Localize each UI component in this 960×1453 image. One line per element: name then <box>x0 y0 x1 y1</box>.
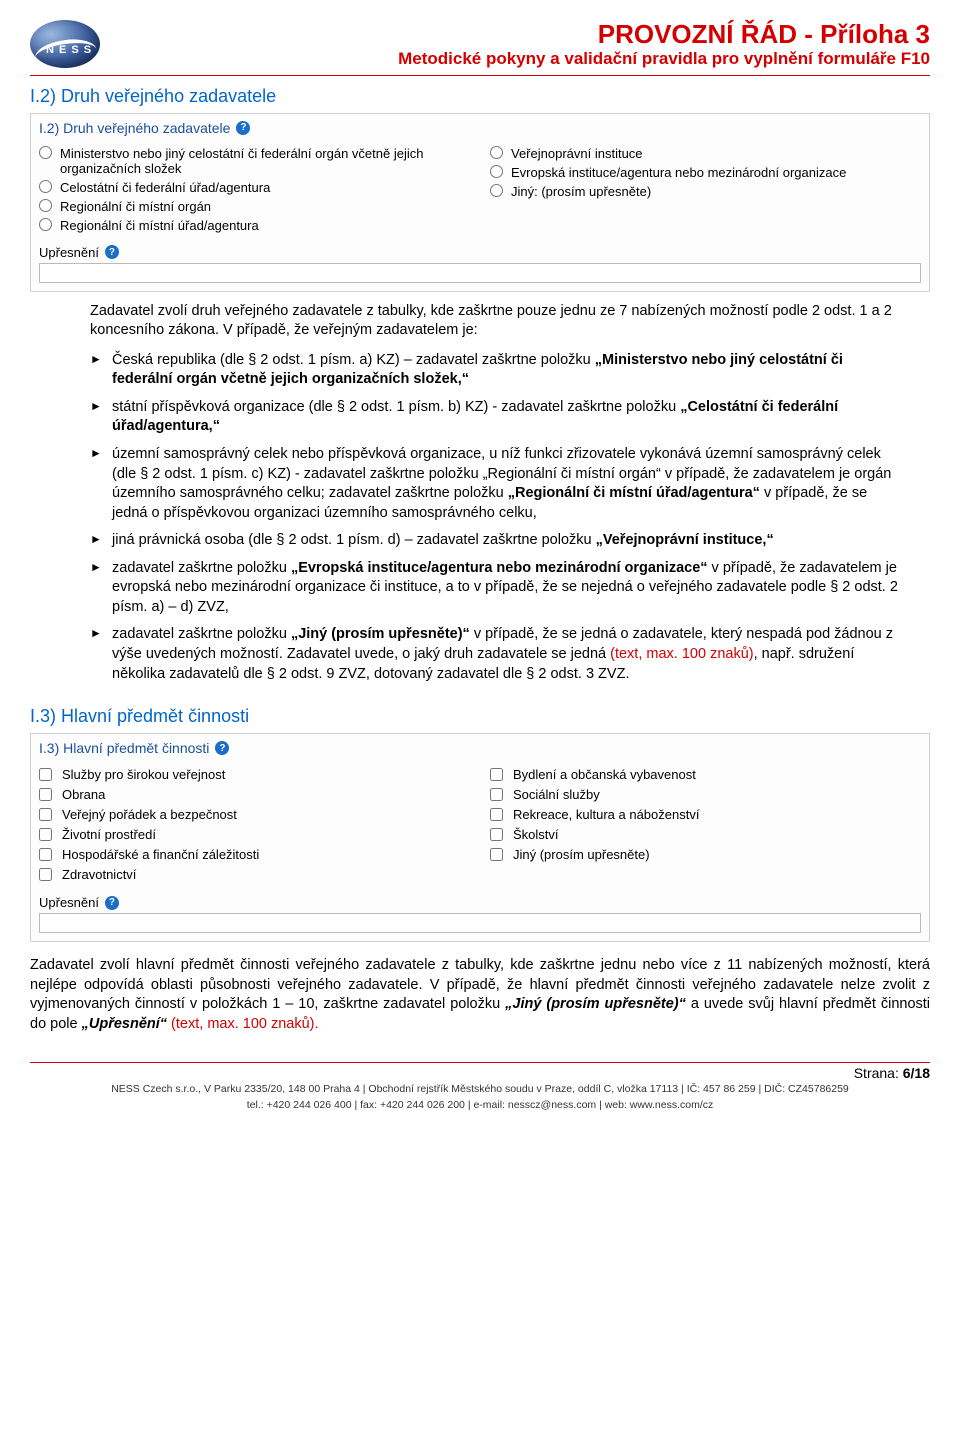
check-label: Bydlení a občanská vybavenost <box>513 767 696 782</box>
check-row: Jiný (prosím upřesněte) <box>490 847 921 862</box>
document-title: PROVOZNÍ ŘÁD - Příloha 3 <box>110 20 930 49</box>
help-icon[interactable]: ? <box>105 245 119 259</box>
radio-regionalni-urad[interactable] <box>39 218 52 231</box>
radio-label: Jiný: (prosím upřesněte) <box>511 184 651 199</box>
radio-row: Celostátní či federální úřad/agentura <box>39 180 470 195</box>
bullet-item: zadavatel zaškrtne položku „Jiný (prosím… <box>90 625 900 684</box>
upresneni-label: Upřesnění <box>39 895 99 910</box>
check-label: Veřejný pořádek a bezpečnost <box>62 807 237 822</box>
check-label: Hospodářské a finanční záležitosti <box>62 847 259 862</box>
logo: N E S S <box>30 20 100 68</box>
section-i3-paragraph: Zadavatel zvolí hlavní předmět činnosti … <box>30 956 930 1034</box>
radio-row: Regionální či místní orgán <box>39 199 470 214</box>
check-row: Bydlení a občanská vybavenost <box>490 767 921 782</box>
check-label: Zdravotnictví <box>62 867 136 882</box>
check-row: Služby pro širokou veřejnost <box>39 767 470 782</box>
check-label: Služby pro širokou veřejnost <box>62 767 225 782</box>
check-row: Obrana <box>39 787 470 802</box>
check-zivotni[interactable] <box>39 828 52 841</box>
check-skolstvi[interactable] <box>490 828 503 841</box>
bullet-item: jiná právnická osoba (dle § 2 odst. 1 pí… <box>90 531 900 551</box>
check-row: Hospodářské a finanční záležitosti <box>39 847 470 862</box>
radio-jiny[interactable] <box>490 184 503 197</box>
radio-row: Evropská instituce/agentura nebo mezinár… <box>490 165 921 180</box>
header: N E S S PROVOZNÍ ŘÁD - Příloha 3 Metodic… <box>30 20 930 69</box>
check-row: Životní prostředí <box>39 827 470 842</box>
form-i2-title: I.2) Druh veřejného zadavatele <box>39 120 230 136</box>
check-row: Školství <box>490 827 921 842</box>
bullet-item: zadavatel zaškrtne položku „Evropská ins… <box>90 559 900 618</box>
radio-label: Regionální či místní úřad/agentura <box>60 218 259 233</box>
bullet-item: územní samosprávný celek nebo příspěvkov… <box>90 445 900 523</box>
radio-label: Ministerstvo nebo jiný celostátní či fed… <box>60 146 470 176</box>
footer-line-2: tel.: +420 244 026 400 | fax: +420 244 0… <box>30 1099 930 1113</box>
form-i3: I.3) Hlavní předmět činnosti ? Služby pr… <box>30 733 930 942</box>
document-subtitle: Metodické pokyny a validační pravidla pr… <box>110 49 930 69</box>
section-i2-intro: Zadavatel zvolí druh veřejného zadavatel… <box>90 302 900 341</box>
footer-rule <box>30 1062 930 1063</box>
radio-row: Jiný: (prosím upřesněte) <box>490 184 921 199</box>
check-zdravotnictvi[interactable] <box>39 868 52 881</box>
radio-regionalni-organ[interactable] <box>39 199 52 212</box>
form-i2: I.2) Druh veřejného zadavatele ? Ministe… <box>30 113 930 292</box>
radio-label: Veřejnoprávní instituce <box>511 146 643 161</box>
help-icon[interactable]: ? <box>105 896 119 910</box>
check-obrana[interactable] <box>39 788 52 801</box>
page-number: Strana: 6/18 <box>30 1065 930 1081</box>
radio-label: Regionální či místní orgán <box>60 199 211 214</box>
check-row: Zdravotnictví <box>39 867 470 882</box>
radio-row: Regionální či místní úřad/agentura <box>39 218 470 233</box>
upresneni-input-i2[interactable] <box>39 263 921 283</box>
header-rule <box>30 75 930 76</box>
section-i2-bullets: Česká republika (dle § 2 odst. 1 písm. a… <box>90 351 900 684</box>
radio-evropska[interactable] <box>490 165 503 178</box>
section-i3-heading: I.3) Hlavní předmět činnosti <box>30 706 930 727</box>
check-bydleni[interactable] <box>490 768 503 781</box>
radio-label: Celostátní či federální úřad/agentura <box>60 180 270 195</box>
check-row: Rekreace, kultura a náboženství <box>490 807 921 822</box>
check-sluzby[interactable] <box>39 768 52 781</box>
help-icon[interactable]: ? <box>236 121 250 135</box>
radio-label: Evropská instituce/agentura nebo mezinár… <box>511 165 846 180</box>
bullet-item: státní příspěvková organizace (dle § 2 o… <box>90 398 900 437</box>
check-label: Školství <box>513 827 559 842</box>
radio-celostatni-urad[interactable] <box>39 180 52 193</box>
radio-ministerstvo[interactable] <box>39 146 52 159</box>
check-row: Sociální služby <box>490 787 921 802</box>
check-label: Obrana <box>62 787 105 802</box>
radio-row: Veřejnoprávní instituce <box>490 146 921 161</box>
check-label: Životní prostředí <box>62 827 156 842</box>
footer-line-1: NESS Czech s.r.o., V Parku 2335/20, 148 … <box>30 1083 930 1097</box>
check-socialni[interactable] <box>490 788 503 801</box>
check-poradek[interactable] <box>39 808 52 821</box>
check-hospodarske[interactable] <box>39 848 52 861</box>
radio-row: Ministerstvo nebo jiný celostátní či fed… <box>39 146 470 176</box>
check-label: Sociální služby <box>513 787 600 802</box>
radio-verejnopravni[interactable] <box>490 146 503 159</box>
check-label: Rekreace, kultura a náboženství <box>513 807 699 822</box>
check-label: Jiný (prosím upřesněte) <box>513 847 650 862</box>
upresneni-input-i3[interactable] <box>39 913 921 933</box>
check-row: Veřejný pořádek a bezpečnost <box>39 807 470 822</box>
section-i2-heading: I.2) Druh veřejného zadavatele <box>30 86 930 107</box>
logo-text: N E S S <box>46 44 92 56</box>
check-jiny[interactable] <box>490 848 503 861</box>
help-icon[interactable]: ? <box>215 741 229 755</box>
form-i3-title: I.3) Hlavní předmět činnosti <box>39 740 209 756</box>
check-rekreace[interactable] <box>490 808 503 821</box>
bullet-item: Česká republika (dle § 2 odst. 1 písm. a… <box>90 351 900 390</box>
upresneni-label: Upřesnění <box>39 245 99 260</box>
